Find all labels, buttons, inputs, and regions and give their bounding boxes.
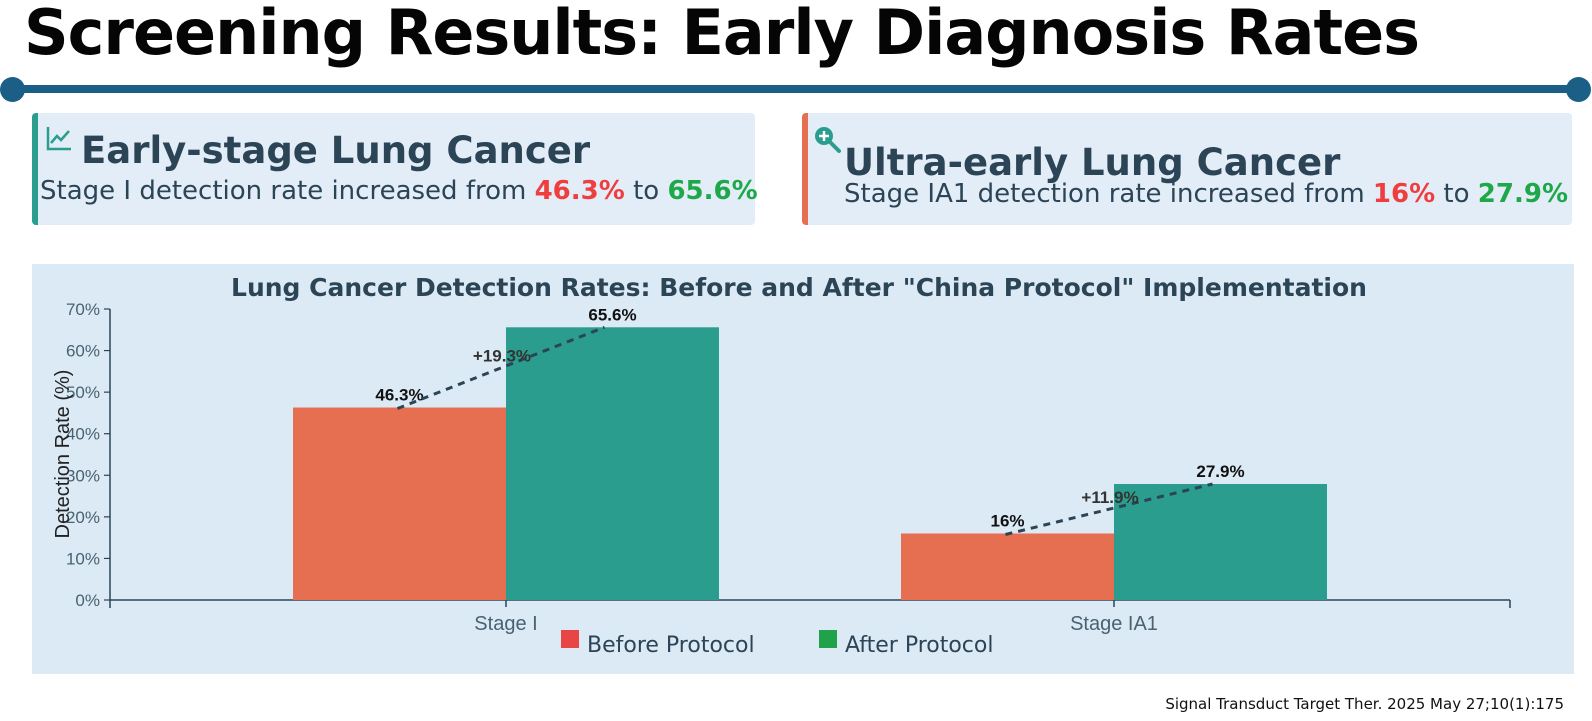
change-line-1 xyxy=(1005,482,1213,536)
ultra-early-after-value: 27.9% xyxy=(1477,179,1568,209)
title-divider xyxy=(12,85,1581,93)
change-annotation-0: +19.3% xyxy=(473,346,531,365)
early-stage-text: Stage I detection rate increased from 46… xyxy=(40,176,758,206)
early-stage-connector: to xyxy=(633,176,660,206)
y-axis-label: Detection Rate (%) xyxy=(52,370,74,539)
y-tick-label: 60% xyxy=(66,342,100,361)
y-tick-label: 20% xyxy=(66,508,100,527)
ultra-early-prefix: Stage IA1 detection rate increased from xyxy=(844,179,1365,209)
detection-rate-chart: Lung Cancer Detection Rates: Before and … xyxy=(52,273,1511,658)
bar-after-0 xyxy=(506,327,719,600)
change-line-0 xyxy=(396,325,606,410)
ultra-early-before-value: 16% xyxy=(1372,179,1436,209)
early-stage-after-value: 65.6% xyxy=(667,176,758,206)
bar-before-1 xyxy=(901,533,1114,600)
early-stage-card: Early-stage Lung Cancer Stage I detectio… xyxy=(32,113,758,225)
chart-line-icon xyxy=(44,123,74,153)
page-title: Screening Results: Early Diagnosis Rates xyxy=(24,0,1420,69)
divider-dot-right xyxy=(1566,77,1591,102)
divider-dot-left xyxy=(0,77,25,102)
legend-label-1: After Protocol xyxy=(845,633,993,658)
y-tick-label: 10% xyxy=(66,549,100,568)
data-label-before-1: 16% xyxy=(990,511,1024,530)
legend-label-0: Before Protocol xyxy=(587,633,755,658)
chart-title: Lung Cancer Detection Rates: Before and … xyxy=(231,273,1367,302)
data-label-after-0: 65.6% xyxy=(588,305,636,324)
magnify-plus-icon xyxy=(813,125,843,155)
bar-after-1 xyxy=(1114,484,1327,600)
early-stage-title: Early-stage Lung Cancer xyxy=(81,129,591,172)
y-tick-label: 70% xyxy=(66,300,100,319)
chart-panel: Lung Cancer Detection Rates: Before and … xyxy=(32,264,1574,674)
ultra-early-text: Stage IA1 detection rate increased from … xyxy=(844,179,1568,209)
citation: Signal Transduct Target Ther. 2025 May 2… xyxy=(1165,695,1564,713)
early-stage-prefix: Stage I detection rate increased from xyxy=(40,176,527,206)
ultra-early-title: Ultra-early Lung Cancer xyxy=(844,141,1341,184)
legend-swatch-0 xyxy=(561,630,579,648)
y-tick-label: 40% xyxy=(66,425,100,444)
ultra-early-card: Ultra-early Lung Cancer Stage IA1 detect… xyxy=(802,113,1572,225)
early-stage-before-value: 46.3% xyxy=(534,176,625,206)
data-label-before-0: 46.3% xyxy=(375,386,423,405)
ultra-early-connector: to xyxy=(1443,179,1470,209)
change-annotation-1: +11.9% xyxy=(1081,488,1138,507)
x-tick-label: Stage I xyxy=(474,613,537,635)
bar-before-0 xyxy=(293,407,506,600)
y-tick-label: 0% xyxy=(75,591,100,610)
data-label-after-1: 27.9% xyxy=(1196,462,1244,481)
y-tick-label: 30% xyxy=(66,466,100,485)
legend-swatch-1 xyxy=(819,630,837,648)
y-tick-label: 50% xyxy=(66,383,100,402)
x-tick-label: Stage IA1 xyxy=(1070,613,1158,635)
